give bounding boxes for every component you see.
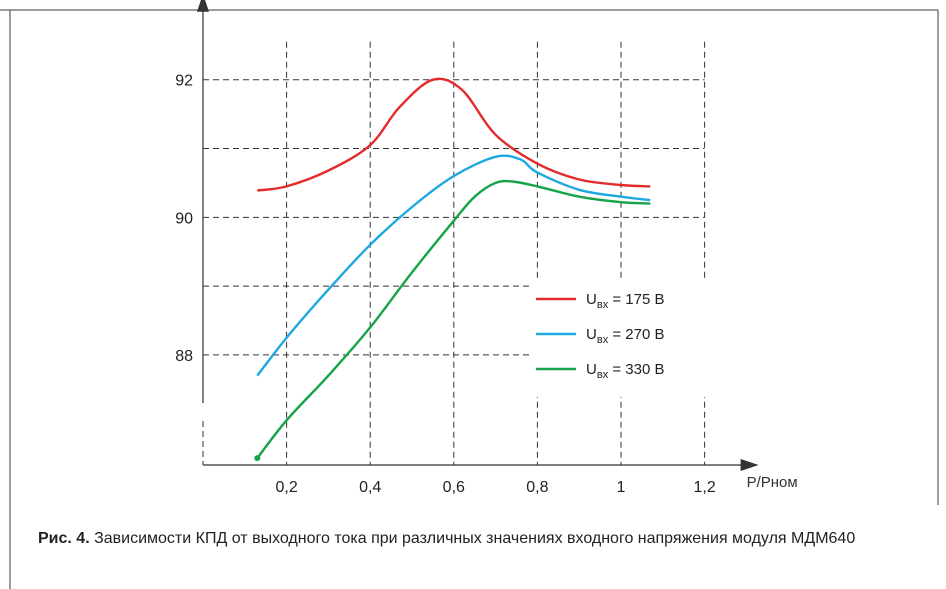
figure-caption: Рис. 4. Зависимости КПД от выходного ток… [38, 528, 918, 550]
series-start-point [254, 455, 261, 462]
y-tick-label: 88 [175, 348, 193, 365]
x-tick-label: 1,2 [693, 479, 715, 496]
y-tick-label: 92 [175, 73, 193, 90]
caption-text: Зависимости КПД от выходного тока при ра… [94, 530, 856, 547]
legend-label: Uвх = 270 В [586, 326, 664, 346]
x-tick-label: 1 [617, 479, 626, 496]
x-tick-label: 0,8 [526, 479, 548, 496]
legend-label: Uвх = 175 В [586, 291, 664, 311]
series-line [256, 154, 651, 377]
series-line [256, 179, 651, 459]
y-axis-arrow [197, 0, 209, 12]
series-line [257, 77, 651, 192]
y-tick-label: 90 [175, 210, 193, 227]
x-tick-label: 0,4 [359, 479, 381, 496]
x-axis-label: P/Pном [747, 474, 798, 491]
legend-label: Uвх = 330 В [586, 361, 664, 381]
x-tick-label: 0,6 [443, 479, 465, 496]
figure-number: Рис. 4. [38, 530, 90, 547]
x-tick-label: 0,2 [275, 479, 297, 496]
x-axis-arrow [740, 459, 759, 471]
